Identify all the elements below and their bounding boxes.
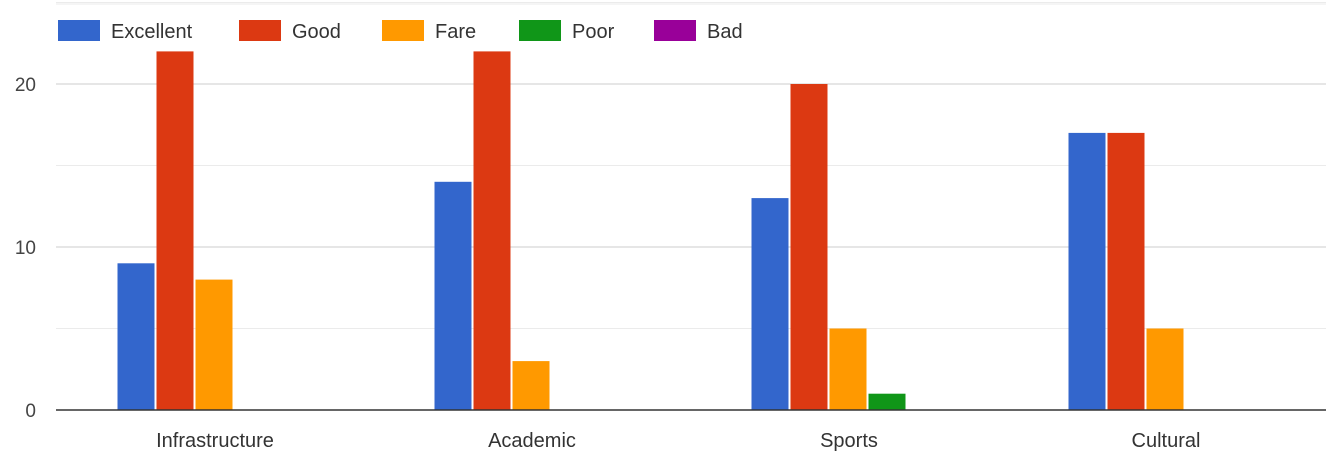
- y-tick-label: 10: [15, 238, 36, 259]
- bar-excellent-academic[interactable]: [434, 181, 472, 410]
- legend: Excellent Good Fare Poor Bad: [58, 20, 743, 43]
- bar-poor-sports[interactable]: [868, 393, 906, 410]
- bars: [117, 51, 1184, 411]
- bar-fare-infrastructure[interactable]: [195, 279, 233, 410]
- legend-label-fare: Fare: [435, 21, 476, 43]
- bar-excellent-sports[interactable]: [751, 198, 789, 410]
- bar-good-sports[interactable]: [790, 84, 828, 410]
- bar-excellent-cultural[interactable]: [1068, 132, 1106, 410]
- legend-label-excellent: Excellent: [111, 21, 193, 43]
- y-tick-label: 0: [25, 401, 36, 422]
- legend-swatch-bad: [654, 20, 696, 41]
- bar-good-academic[interactable]: [473, 51, 511, 411]
- x-tick-label: Infrastructure: [156, 430, 274, 452]
- x-tick-label: Academic: [488, 430, 576, 452]
- x-tick-label: Sports: [820, 430, 878, 452]
- bar-good-cultural[interactable]: [1107, 132, 1145, 410]
- bar-fare-academic[interactable]: [512, 361, 550, 410]
- legend-label-poor: Poor: [572, 21, 615, 43]
- bar-fare-sports[interactable]: [829, 328, 867, 411]
- legend-label-bad: Bad: [707, 21, 743, 43]
- legend-swatch-poor: [519, 20, 561, 41]
- legend-label-good: Good: [292, 21, 341, 43]
- bar-fare-cultural[interactable]: [1146, 328, 1184, 411]
- x-tick-label: Cultural: [1132, 430, 1201, 452]
- legend-swatch-good: [239, 20, 281, 41]
- axes: 0 10 20 Infrastructure Academic Sports Cultura…: [15, 75, 1326, 452]
- y-tick-label: 20: [15, 75, 36, 96]
- legend-swatch-excellent: [58, 20, 100, 41]
- bar-excellent-infrastructure[interactable]: [117, 263, 155, 410]
- bar-good-infrastructure[interactable]: [156, 51, 194, 411]
- legend-swatch-fare: [382, 20, 424, 41]
